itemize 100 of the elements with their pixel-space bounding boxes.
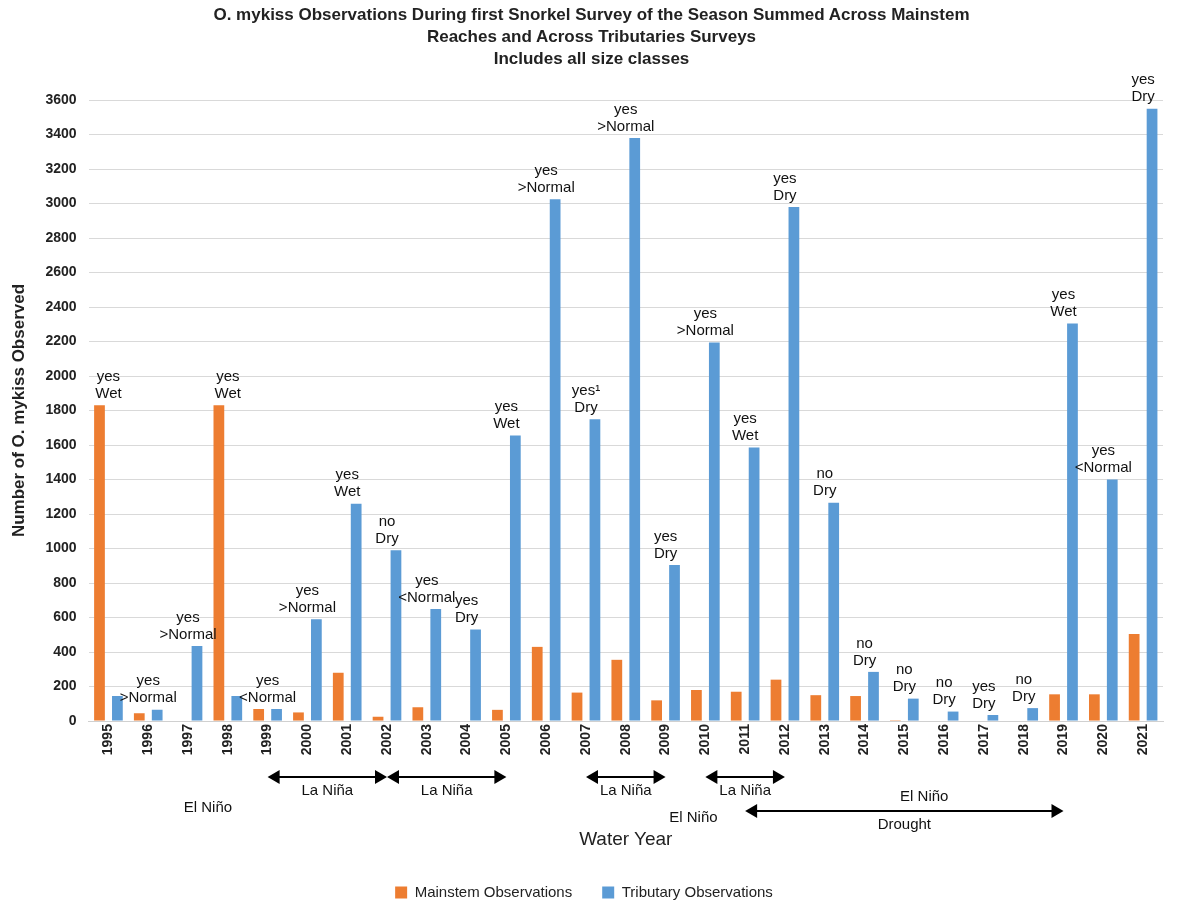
bar bbox=[868, 671, 879, 721]
chart-title: O. mykiss Observations During first Snorkel Survey of the Season Summed Across Mainstem Reaches and Across Tributaries Surveys bbox=[212, 4, 971, 48]
annotation: yes Wet bbox=[214, 366, 242, 401]
bar bbox=[94, 405, 105, 721]
legend-label: Tributary Observations bbox=[621, 882, 773, 900]
x-tick-label: 2000 bbox=[298, 723, 315, 756]
annotation: yes >Normal bbox=[597, 99, 655, 134]
y-tick-label: 1400 bbox=[45, 470, 77, 487]
annotation: yes <Normal bbox=[239, 670, 297, 705]
bar bbox=[1049, 694, 1060, 721]
bar bbox=[372, 716, 384, 721]
bar bbox=[412, 707, 424, 721]
annotation: yes Wet bbox=[334, 465, 362, 500]
bar bbox=[611, 659, 623, 721]
text: El Niño bbox=[900, 787, 949, 805]
bar bbox=[987, 715, 999, 721]
x-tick-label: 1997 bbox=[178, 723, 195, 756]
y-tick-label: 0 bbox=[68, 711, 77, 728]
x-tick-label: 2001 bbox=[338, 723, 355, 756]
bar bbox=[810, 695, 822, 721]
bar bbox=[1088, 694, 1100, 721]
x-tick-label: 2003 bbox=[417, 723, 434, 756]
annotation: yes Wet bbox=[1050, 285, 1078, 320]
bar bbox=[1106, 479, 1118, 721]
bar bbox=[549, 199, 561, 721]
x-tick-label: 2002 bbox=[377, 723, 394, 756]
annotation: no Dry bbox=[932, 673, 957, 708]
y-tick-label: 3200 bbox=[45, 159, 77, 176]
y-tick-label: 1600 bbox=[45, 435, 77, 452]
x-tick-label: 2016 bbox=[934, 723, 951, 756]
x-tick-label: 2010 bbox=[696, 723, 713, 756]
annotation: no Dry bbox=[892, 660, 917, 695]
bar bbox=[470, 629, 481, 721]
y-tick-label: 200 bbox=[53, 677, 77, 694]
x-tick-label: 1996 bbox=[139, 723, 156, 756]
x-axis-title: Water Year bbox=[579, 827, 674, 849]
x-tick-label: 2020 bbox=[1094, 723, 1111, 756]
x-tick-label: 2006 bbox=[537, 723, 554, 756]
bar bbox=[253, 708, 265, 721]
y-tick-label: 3400 bbox=[45, 125, 77, 142]
x-tick-label: 2017 bbox=[974, 723, 991, 756]
annotation: yes >Normal bbox=[278, 580, 336, 615]
x-tick-label: 2015 bbox=[895, 723, 912, 756]
y-tick-label: 600 bbox=[53, 608, 77, 625]
chart-subtitle: Includes all size classes bbox=[492, 48, 691, 70]
y-tick-label: 3600 bbox=[45, 90, 77, 107]
bar bbox=[730, 691, 742, 721]
text: El Niño bbox=[669, 807, 718, 825]
y-tick-label: 2000 bbox=[45, 366, 77, 383]
bar bbox=[1027, 708, 1039, 721]
bar bbox=[133, 713, 145, 721]
annotation: yes >Normal bbox=[676, 304, 734, 339]
y-tick-label: 2600 bbox=[45, 263, 77, 280]
bar bbox=[907, 698, 919, 721]
annotation: yes >Normal bbox=[517, 160, 575, 195]
bar bbox=[531, 646, 543, 721]
y-axis-title: Number of O. mykiss Observed bbox=[8, 283, 28, 538]
y-tick-label: 3000 bbox=[45, 194, 77, 211]
y-tick-label: 2200 bbox=[45, 332, 77, 349]
bar bbox=[828, 502, 840, 721]
annotation: yes Wet bbox=[95, 366, 123, 401]
bar bbox=[571, 692, 583, 721]
y-tick-label: 2400 bbox=[45, 297, 77, 314]
x-tick-label: 1995 bbox=[99, 723, 116, 756]
bar bbox=[271, 708, 282, 721]
bar bbox=[651, 700, 662, 721]
y-tick-label: 1800 bbox=[45, 401, 77, 418]
annotation: yes¹ Dry bbox=[571, 380, 601, 415]
bar bbox=[311, 619, 322, 721]
text: La Niña bbox=[599, 780, 653, 798]
x-tick-label: 2009 bbox=[656, 723, 673, 756]
y-tick-label: 800 bbox=[53, 573, 77, 590]
x-tick-label: 2011 bbox=[736, 723, 753, 755]
x-tick-label: 2021 bbox=[1133, 723, 1150, 756]
x-tick-label: 2004 bbox=[457, 723, 474, 756]
annotation: no Dry bbox=[852, 633, 877, 668]
bar bbox=[947, 711, 959, 721]
x-tick-label: 2014 bbox=[855, 723, 872, 756]
y-tick-label: 400 bbox=[53, 642, 77, 659]
x-tick-label: 2012 bbox=[775, 723, 792, 756]
bar bbox=[430, 608, 442, 721]
bar bbox=[350, 503, 362, 721]
bar bbox=[589, 419, 601, 721]
bar bbox=[509, 435, 521, 721]
annotation: yes Dry bbox=[972, 676, 997, 711]
annotation: no Dry bbox=[813, 464, 837, 499]
annotation: yes Wet bbox=[493, 397, 521, 432]
bar bbox=[691, 690, 702, 721]
bar bbox=[492, 709, 503, 721]
x-tick-label: 1998 bbox=[218, 723, 235, 756]
annotation: no Dry bbox=[375, 511, 400, 546]
y-tick-label: 1000 bbox=[45, 539, 77, 556]
bar bbox=[629, 137, 641, 721]
annotation: no Dry bbox=[1012, 669, 1036, 704]
x-tick-label: 2007 bbox=[576, 723, 593, 756]
text: El Niño bbox=[183, 797, 233, 815]
bar bbox=[332, 672, 344, 721]
x-tick-label: 1999 bbox=[258, 723, 275, 756]
x-tick-label: 2008 bbox=[616, 723, 633, 756]
bar bbox=[708, 342, 720, 721]
